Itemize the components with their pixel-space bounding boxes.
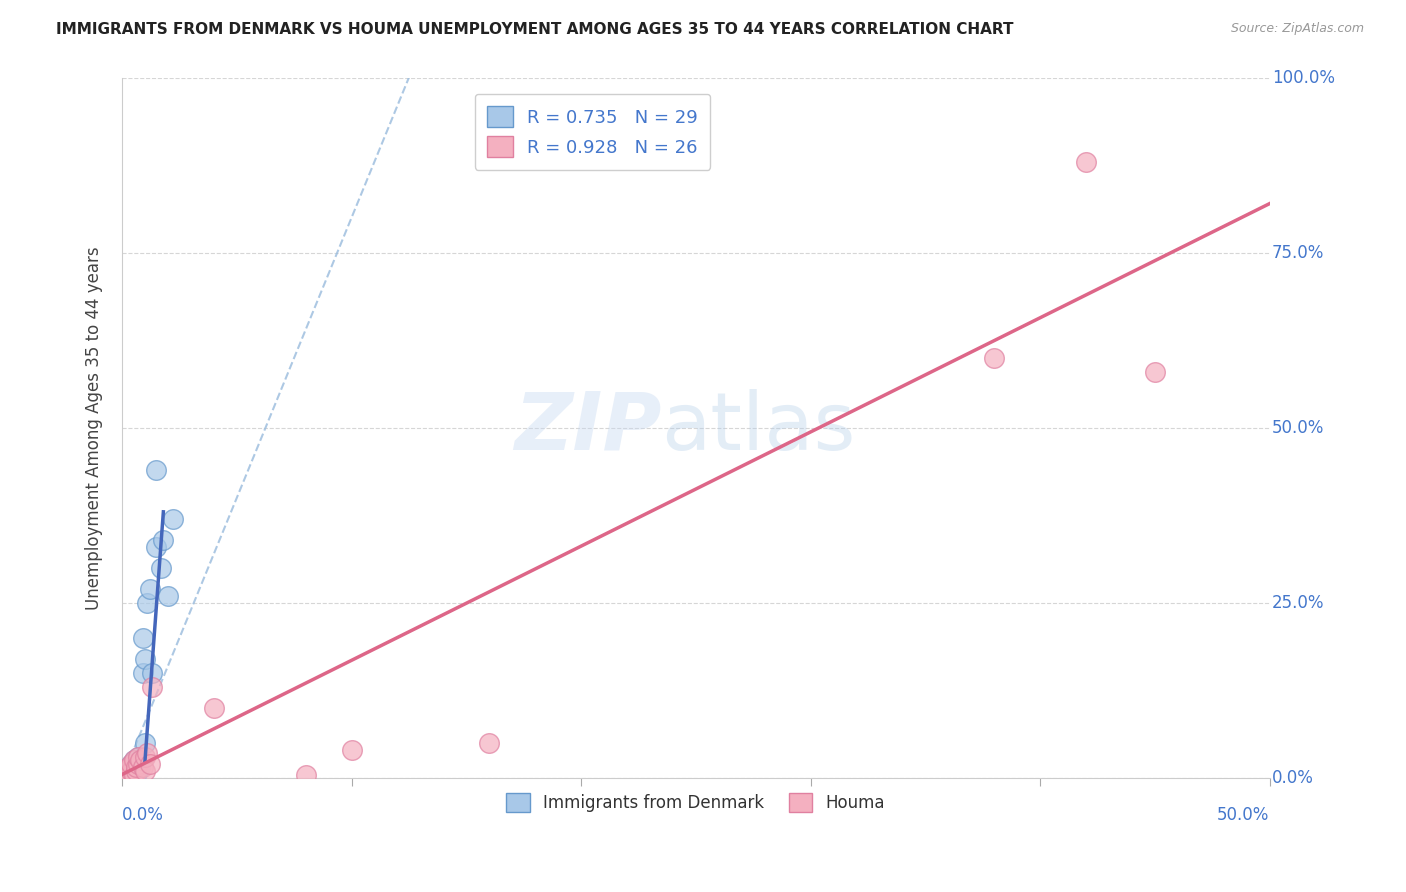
Point: [127, 750, 149, 764]
Point: [122, 760, 145, 774]
Point: [127, 756, 149, 771]
Point: [118, 760, 141, 774]
Point: [115, 767, 138, 781]
Point: [340, 743, 363, 757]
Point: [141, 665, 163, 680]
Point: [136, 747, 159, 761]
Point: [129, 754, 152, 768]
Point: [122, 754, 145, 768]
Point: [202, 701, 225, 715]
Point: [120, 756, 142, 771]
Point: [118, 767, 141, 781]
Point: [118, 760, 141, 774]
Point: [134, 652, 156, 666]
Point: [136, 596, 159, 610]
Point: [134, 764, 156, 778]
Point: [115, 764, 138, 778]
Point: [115, 764, 138, 778]
Text: 25.0%: 25.0%: [1272, 594, 1324, 612]
Point: [145, 540, 167, 554]
Point: [129, 760, 152, 774]
Point: [1074, 154, 1097, 169]
Point: [122, 767, 145, 781]
Point: [129, 754, 152, 768]
Text: ZIP: ZIP: [515, 389, 661, 467]
Point: [120, 764, 142, 778]
Point: [125, 767, 148, 781]
Point: [145, 463, 167, 477]
Point: [131, 760, 153, 774]
Point: [131, 631, 153, 645]
Point: [156, 589, 179, 603]
Point: [141, 680, 163, 694]
Point: [152, 533, 174, 547]
Point: [138, 756, 160, 771]
Point: [162, 512, 184, 526]
Point: [134, 736, 156, 750]
Text: 50.0%: 50.0%: [1272, 418, 1324, 437]
Point: [127, 750, 149, 764]
Point: [131, 665, 153, 680]
Text: atlas: atlas: [661, 389, 856, 467]
Y-axis label: Unemployment Among Ages 35 to 44 years: Unemployment Among Ages 35 to 44 years: [86, 246, 103, 609]
Point: [125, 760, 148, 774]
Point: [122, 767, 145, 781]
Point: [118, 767, 141, 781]
Point: [125, 756, 148, 771]
Text: 75.0%: 75.0%: [1272, 244, 1324, 261]
Point: [120, 756, 142, 771]
Point: [294, 767, 316, 781]
Point: [127, 764, 149, 778]
Point: [983, 351, 1005, 365]
Text: 0.0%: 0.0%: [122, 806, 165, 824]
Point: [120, 767, 142, 781]
Text: IMMIGRANTS FROM DENMARK VS HOUMA UNEMPLOYMENT AMONG AGES 35 TO 44 YEARS CORRELAT: IMMIGRANTS FROM DENMARK VS HOUMA UNEMPLO…: [56, 22, 1014, 37]
Point: [478, 736, 501, 750]
Text: 100.0%: 100.0%: [1272, 69, 1334, 87]
Text: 0.0%: 0.0%: [1272, 769, 1313, 787]
Point: [150, 561, 173, 575]
Point: [115, 767, 138, 781]
Point: [1143, 365, 1166, 379]
Point: [134, 750, 156, 764]
Point: [138, 582, 160, 596]
Point: [120, 764, 142, 778]
Point: [125, 764, 148, 778]
Point: [122, 754, 145, 768]
Text: 50.0%: 50.0%: [1218, 806, 1270, 824]
Text: Source: ZipAtlas.com: Source: ZipAtlas.com: [1230, 22, 1364, 36]
Legend: Immigrants from Denmark, Houma: Immigrants from Denmark, Houma: [499, 786, 891, 819]
